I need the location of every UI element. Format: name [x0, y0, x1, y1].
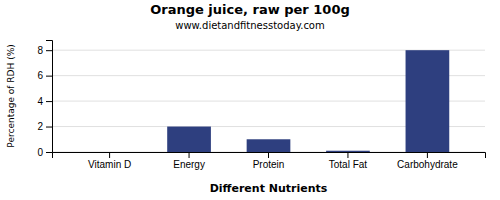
bar	[247, 139, 291, 152]
grid	[52, 50, 485, 152]
x-tick-mark	[189, 152, 190, 158]
x-tick-label: Protein	[253, 159, 285, 170]
chart-svg: Vitamin D Energy Protein Total Fat Carbohydr…	[0, 0, 500, 200]
bar	[88, 152, 132, 153]
plot-area: Vitamin D Energy Protein Total Fat Carbohydr…	[37, 41, 485, 171]
y-tick: 2	[37, 121, 52, 132]
y-tick-mark	[46, 127, 52, 128]
x-tick-mark	[109, 152, 110, 158]
y-tick-mark	[46, 50, 52, 51]
x-tick: Protein	[253, 152, 285, 170]
bar	[167, 127, 211, 152]
x-tick-label: Carbohydrate	[397, 159, 458, 170]
x-tick-mark	[268, 152, 269, 158]
y-tick: 8	[37, 45, 52, 56]
y-axis: 0 2 4 6 8	[37, 41, 52, 158]
y-tick-label: 2	[37, 121, 43, 132]
y-tick-mark	[46, 101, 52, 102]
x-tick: Vitamin D	[88, 152, 131, 170]
y-tick-label: 0	[37, 147, 43, 158]
x-tick-mark	[347, 152, 348, 158]
y-tick-label: 4	[37, 96, 43, 107]
x-tick-label: Vitamin D	[88, 159, 131, 170]
bar	[326, 151, 370, 152]
x-tick-label: Total Fat	[329, 159, 368, 170]
subtitle: www.dietandfitnesstoday.com	[175, 20, 324, 31]
y-axis-line	[46, 41, 53, 153]
y-tick: 0	[37, 147, 52, 158]
x-tick-label: Energy	[173, 159, 205, 170]
y-tick: 6	[37, 70, 52, 81]
y-tick-mark	[46, 152, 52, 153]
x-tick: Total Fat	[329, 152, 368, 170]
y-tick-mark	[46, 76, 52, 77]
x-tick-mark	[427, 152, 428, 158]
x-axis-title: Different Nutrients	[210, 182, 328, 195]
bars	[167, 50, 449, 152]
x-tick: Energy	[173, 152, 205, 170]
y-axis-title: Percentage of RDH (%)	[6, 44, 16, 147]
title: Orange juice, raw per 100g	[150, 2, 350, 17]
y-tick: 4	[37, 96, 52, 107]
bar	[406, 50, 450, 152]
x-tick: Carbohydrate	[397, 152, 458, 170]
x-axis: Vitamin D Energy Protein Total Fat Carbohydr…	[53, 152, 486, 170]
y-tick-label: 6	[37, 70, 43, 81]
y-tick-label: 8	[37, 45, 43, 56]
x-axis-line	[53, 153, 486, 159]
